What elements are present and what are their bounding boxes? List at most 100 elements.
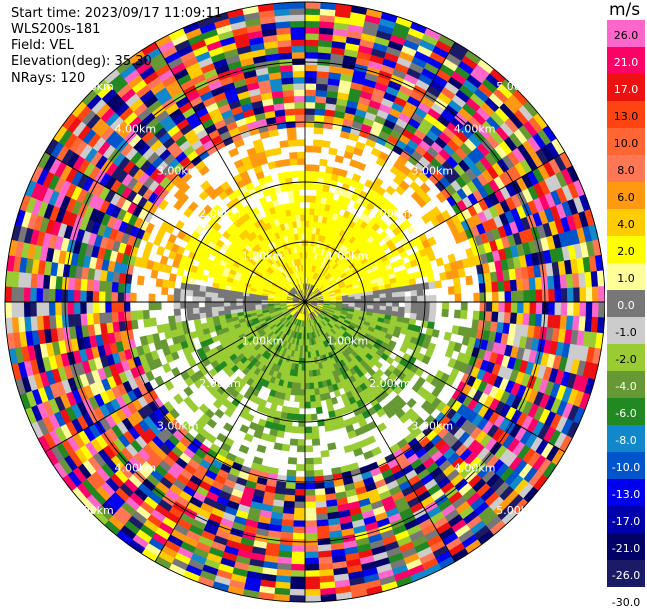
range-gate <box>444 332 452 341</box>
range-gate <box>205 302 211 307</box>
range-gate <box>215 409 225 418</box>
range-gate <box>218 306 225 311</box>
range-gate <box>305 65 317 72</box>
range-gate <box>505 302 512 313</box>
range-gate <box>305 389 310 395</box>
range-gate <box>193 302 199 308</box>
range-gate <box>305 570 319 577</box>
range-gate <box>199 296 205 302</box>
range-gate <box>298 427 305 434</box>
range-gate <box>312 165 320 172</box>
range-gate <box>310 389 315 396</box>
range-gate <box>314 388 320 395</box>
range-gate <box>118 312 125 322</box>
range-gate <box>212 311 219 317</box>
range-gate <box>193 296 199 302</box>
range-gate <box>361 299 367 302</box>
range-gate <box>316 401 322 408</box>
range-gate <box>380 294 387 299</box>
range-gate <box>105 302 112 313</box>
range-gate <box>290 589 305 596</box>
range-gate <box>560 315 567 329</box>
range-gate <box>524 302 531 314</box>
range-gate <box>291 426 298 433</box>
range-gate <box>199 307 206 313</box>
range-gate <box>305 215 310 221</box>
range-gate <box>49 302 56 315</box>
range-gate <box>305 21 320 28</box>
range-gate <box>561 288 568 302</box>
range-gate <box>416 283 423 290</box>
range-gate <box>305 595 321 602</box>
range-gate <box>105 281 112 292</box>
range-gate <box>305 371 309 377</box>
range-gate <box>316 520 328 527</box>
range-gate <box>505 291 512 302</box>
range-gate <box>305 483 315 490</box>
range-gate <box>265 149 274 157</box>
range-gate <box>492 312 499 323</box>
range-gate <box>305 508 316 515</box>
range-gate <box>184 387 194 397</box>
range-gate <box>410 284 417 291</box>
range-gate <box>510 280 517 291</box>
range-gate <box>305 552 318 559</box>
range-gate <box>380 302 386 306</box>
range-gate <box>530 302 537 314</box>
range-gate <box>55 302 62 315</box>
range-gate <box>485 312 492 322</box>
range-gate <box>18 287 25 302</box>
range-gate <box>292 539 305 546</box>
range-gate <box>318 557 332 564</box>
range-gate <box>435 281 442 289</box>
range-gate <box>417 308 424 315</box>
range-gate <box>305 533 317 540</box>
range-gate <box>391 287 398 293</box>
range-gate <box>300 389 305 395</box>
range-gate <box>461 302 468 311</box>
range-gate <box>318 172 325 179</box>
range-gate <box>295 496 306 503</box>
range-gate <box>567 302 574 316</box>
range-gate <box>517 302 524 313</box>
range-gate <box>305 589 320 596</box>
range-gate <box>377 423 387 432</box>
range-gate <box>305 539 318 546</box>
range-gate <box>80 290 87 302</box>
range-gate <box>555 302 562 315</box>
range-gate <box>517 291 524 302</box>
range-gate <box>392 292 399 297</box>
range-gate <box>561 302 568 316</box>
range-gate <box>74 302 81 314</box>
range-gate <box>143 318 150 327</box>
range-gate <box>93 302 100 313</box>
range-gate <box>305 40 319 47</box>
range-gate <box>43 288 50 302</box>
range-gate <box>315 482 325 489</box>
range-gate <box>555 289 562 302</box>
range-gate <box>295 483 305 490</box>
range-gate <box>523 313 530 325</box>
range-gate <box>296 464 305 471</box>
range-gate <box>404 285 411 291</box>
range-gate <box>516 313 523 325</box>
range-gate <box>186 308 193 315</box>
range-gate <box>305 96 316 103</box>
range-gate <box>316 90 327 97</box>
range-gate <box>305 377 309 383</box>
range-gate <box>298 439 306 446</box>
range-gate <box>24 287 31 302</box>
range-gate <box>416 314 423 321</box>
range-gate <box>305 83 316 90</box>
range-gate <box>305 196 311 202</box>
range-gate <box>316 513 328 520</box>
range-gate <box>36 302 43 316</box>
range-gate <box>293 533 305 540</box>
range-gate <box>316 77 328 84</box>
range-gate <box>156 246 165 256</box>
range-gate <box>586 287 593 302</box>
range-gate <box>11 287 18 302</box>
range-gate <box>305 171 312 177</box>
range-gate <box>43 302 50 316</box>
range-gate <box>315 395 321 402</box>
